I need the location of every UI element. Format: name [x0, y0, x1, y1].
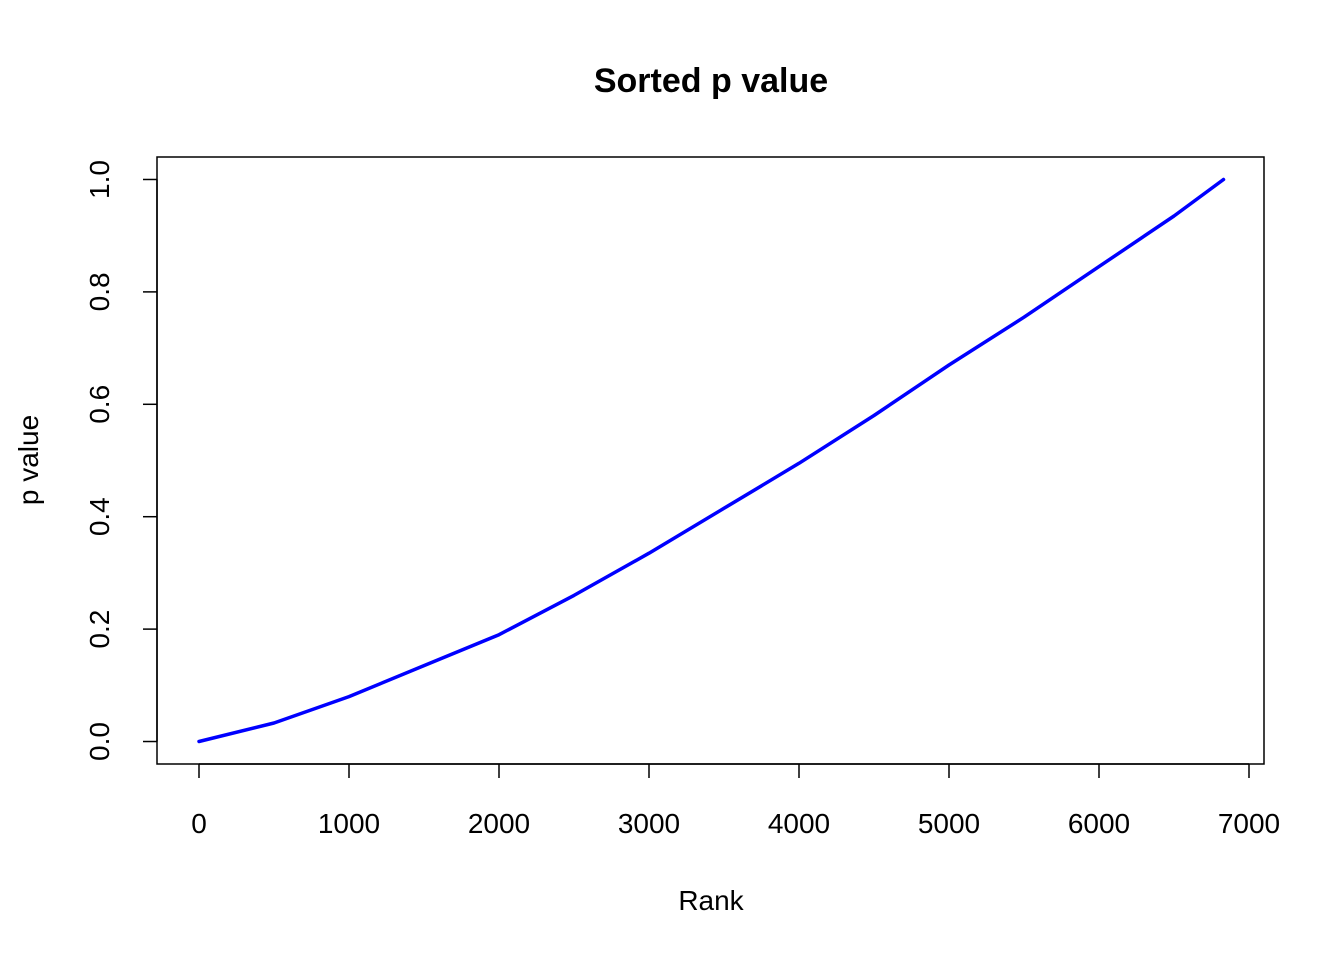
series-line — [197, 177, 1226, 744]
x-tick-label: 6000 — [1068, 808, 1130, 839]
y-tick-label: 1.0 — [84, 160, 115, 199]
y-tick-label: 0.4 — [84, 497, 115, 536]
y-tick-label: 0.6 — [84, 385, 115, 424]
y-tick-label: 0.0 — [84, 722, 115, 761]
x-axis: 0 1000 2000 3000 4000 5000 6000 7000 — [191, 763, 1280, 839]
x-axis-label: Rank — [678, 885, 744, 916]
y-tick-label: 0.2 — [84, 610, 115, 649]
x-tick-label: 4000 — [768, 808, 830, 839]
y-axis: 0.0 0.2 0.4 0.6 0.8 1.0 — [84, 160, 158, 761]
y-tick-label: 0.8 — [84, 272, 115, 311]
x-tick-label: 3000 — [618, 808, 680, 839]
x-tick-label: 1000 — [318, 808, 380, 839]
chart-title: Sorted p value — [594, 62, 828, 100]
series-group — [197, 177, 1226, 744]
x-tick-label: 0 — [191, 808, 207, 839]
x-tick-label: 2000 — [468, 808, 530, 839]
x-tick-label: 5000 — [918, 808, 980, 839]
y-axis-label: p value — [13, 415, 44, 505]
x-tick-label: 7000 — [1218, 808, 1280, 839]
plot-frame — [156, 156, 1265, 765]
